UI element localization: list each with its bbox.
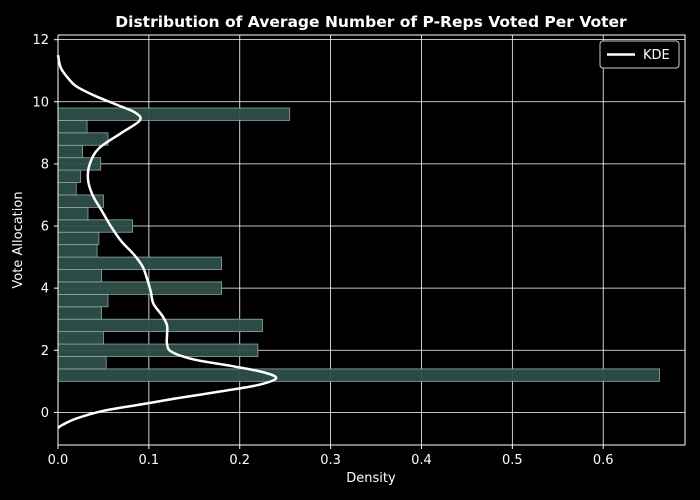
chart-title: Distribution of Average Number of P-Reps… [115,13,627,31]
x-tick-label: 0.5 [502,453,523,468]
histogram-bar [57,231,100,246]
y-tick-label: 6 [41,220,49,235]
histogram-bar [57,331,104,345]
histogram-bar [57,206,89,221]
histogram-bar [57,368,660,382]
legend-kde-label: KDE [643,48,670,63]
histogram-bar [57,281,222,295]
histogram-bar [57,132,109,146]
histogram-bar [57,144,83,159]
x-tick-label: 0.4 [411,453,432,468]
y-axis-ticks: 0 2 4 6 8 10 12 [32,33,58,421]
kde-layer [56,54,278,429]
histogram-bar [57,244,98,258]
histogram-bar [57,120,88,134]
y-tick-label: 10 [32,95,49,110]
kde-curve [56,54,278,429]
histogram-bar [57,356,107,370]
histogram-bar [57,343,259,357]
x-tick-label: 0.3 [320,453,341,468]
histogram-bar [57,169,82,183]
y-tick-label: 8 [41,157,49,172]
histogram-bar [57,107,291,121]
x-tick-label: 0.1 [139,453,160,468]
plot-frame [57,34,686,446]
x-tick-label: 0.6 [593,453,614,468]
y-axis-label: Vote Allocation [11,191,26,288]
y-tick-label: 4 [41,282,49,297]
x-tick-label: 0.0 [48,453,69,468]
histogram-bars [57,107,660,382]
x-axis-label: Density [346,471,396,486]
histogram-bar [57,306,103,320]
histogram-bar [57,269,103,283]
histogram-bar [57,182,77,196]
histogram-bar [57,219,133,233]
grid [57,35,685,445]
x-tick-label: 0.2 [229,453,250,468]
histogram-bar [57,293,109,308]
y-tick-label: 2 [41,344,49,359]
histogram-bar [57,318,263,333]
histogram-bar [57,157,102,171]
x-axis-ticks: 0.0 0.1 0.2 0.3 0.4 0.5 0.6 [48,445,614,468]
y-tick-label: 0 [41,406,49,421]
legend-box [599,40,680,69]
legend: KDE [599,40,680,69]
y-tick-label: 12 [32,33,49,48]
